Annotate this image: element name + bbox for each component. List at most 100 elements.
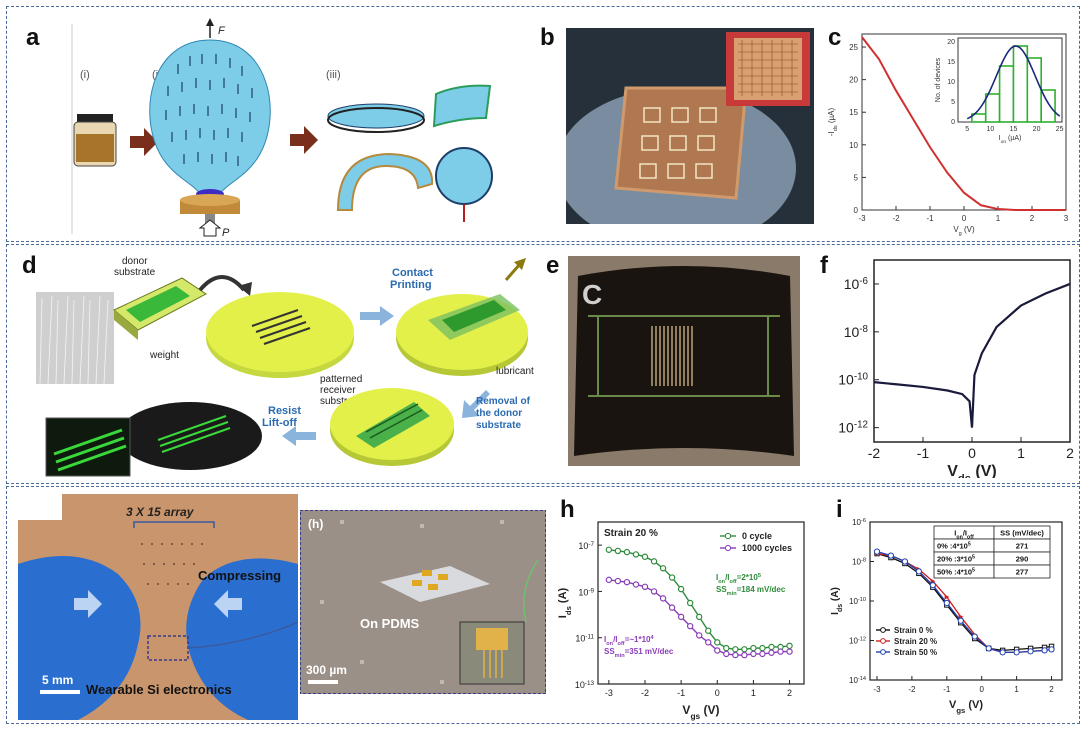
data-point bbox=[1013, 649, 1020, 656]
y-tick-label: 10-7 bbox=[578, 541, 594, 552]
arrow-left-icon-2 bbox=[214, 590, 242, 618]
inset-y-tick-label: 0 bbox=[951, 119, 955, 126]
balloon-icon bbox=[149, 39, 271, 224]
arrow-right-icon-3 bbox=[360, 306, 394, 326]
arrow-left-icon bbox=[282, 426, 316, 446]
contact-printing-label: Contact Printing bbox=[390, 267, 433, 291]
y-tick-label: 10-6 bbox=[852, 518, 866, 527]
data-point bbox=[985, 645, 992, 652]
x-tick-label: 2 bbox=[1030, 214, 1035, 223]
row-frame-middle bbox=[6, 244, 1080, 484]
y-tick-label: 20 bbox=[849, 76, 858, 85]
x-tick-label: 2 bbox=[787, 688, 792, 698]
x-tick-label: -3 bbox=[858, 214, 866, 223]
y-tick-label: 10-8 bbox=[844, 323, 869, 340]
printing-disc-icon bbox=[396, 294, 528, 376]
data-point bbox=[759, 644, 766, 652]
y-tick-label: 10-10 bbox=[849, 597, 866, 606]
panel-label-c: c bbox=[828, 24, 842, 51]
inset-bar bbox=[1012, 45, 1029, 123]
data-point bbox=[901, 558, 909, 565]
step-label-i: (i) bbox=[80, 69, 90, 81]
panel-d-illustration: donor substrate weight patterned receiver s… bbox=[36, 256, 534, 477]
panel-e-photo: C bbox=[568, 256, 800, 466]
lubricant-label: lubricant bbox=[496, 366, 534, 377]
legend-marker bbox=[880, 638, 886, 644]
legend-marker bbox=[724, 544, 732, 552]
panel-label-h: h bbox=[560, 496, 575, 523]
data-point bbox=[957, 617, 964, 624]
inset-y-tick-label: 15 bbox=[947, 59, 955, 66]
film-circle-icon bbox=[435, 147, 493, 222]
weight-label: weight bbox=[149, 350, 179, 361]
y-tick-label: 10-10 bbox=[838, 371, 868, 388]
panel-label-b: b bbox=[540, 24, 555, 51]
scale-label-h: 300 µm bbox=[306, 663, 347, 677]
data-point bbox=[750, 644, 757, 652]
legend-label: Strain 50 % bbox=[894, 648, 937, 657]
table-header-text: Ion​/Ioff​ bbox=[954, 529, 974, 541]
panel-g-photo: 3 X 15 array Compressing 5 mm Wearable S… bbox=[18, 494, 298, 720]
x-tick-label: 1 bbox=[751, 688, 756, 698]
data-point bbox=[695, 632, 703, 639]
table-cell-text: 0% :4*105​ bbox=[937, 542, 971, 551]
data-point bbox=[786, 642, 793, 650]
y-tick-label: 10-8 bbox=[852, 558, 866, 567]
scale-label-g: 5 mm bbox=[42, 673, 73, 687]
panel-label-f: f bbox=[820, 252, 828, 279]
x-axis-label: Vds (V) bbox=[947, 463, 997, 478]
x-tick-label: 2 bbox=[1066, 445, 1074, 461]
device-chip-icon bbox=[380, 566, 490, 602]
x-tick-label: 0 bbox=[979, 685, 984, 694]
data-point bbox=[686, 599, 694, 607]
data-point bbox=[623, 548, 631, 556]
film-bent-icon bbox=[432, 84, 492, 128]
resist-label: Resist Lift-off bbox=[262, 405, 301, 429]
x-tick-label: -2 bbox=[892, 214, 900, 223]
overlay-letter: C bbox=[582, 279, 602, 310]
x-axis-label: Vg (V) bbox=[953, 225, 975, 236]
panel-h-photo: (h) On PDMS 300 µm bbox=[300, 510, 546, 694]
on-pdms-label: On PDMS bbox=[360, 616, 420, 631]
x-tick-label: 3 bbox=[1064, 214, 1069, 223]
inset-y-tick-label: 10 bbox=[947, 79, 955, 86]
table-header-text: SS (mV/dec) bbox=[1000, 529, 1044, 538]
panel-label-d: d bbox=[22, 252, 37, 279]
donor-label: donor substrate bbox=[114, 256, 156, 278]
chart-h: -3 -2 -1 0 1 2 10-7 10-9 10-11 10-13 0 cycle 1000 c… bbox=[557, 521, 805, 721]
x-axis-label: Vgs (V) bbox=[682, 703, 719, 721]
inset-x-tick-label: 20 bbox=[1033, 126, 1041, 133]
data-point bbox=[614, 577, 622, 585]
data-point bbox=[659, 595, 667, 602]
y-tick-label: 10-6 bbox=[844, 275, 869, 292]
table-cell-text: 277 bbox=[1016, 568, 1029, 577]
data-point bbox=[1041, 647, 1048, 654]
data-point bbox=[768, 643, 775, 651]
legend-label: 1000 cycles bbox=[742, 543, 792, 553]
plot-frame bbox=[597, 521, 805, 685]
force-label: F bbox=[218, 25, 226, 37]
data-point bbox=[971, 633, 978, 640]
y-tick-label: 10-12 bbox=[838, 419, 868, 436]
inset-x-tick-label: 5 bbox=[965, 126, 969, 133]
inset-bar bbox=[1026, 57, 1042, 123]
donor-substrate-icon bbox=[113, 277, 207, 340]
data-point bbox=[605, 576, 613, 584]
data-point bbox=[750, 650, 757, 658]
pressure-label: P bbox=[222, 227, 230, 239]
x-tick-label: -2 bbox=[868, 445, 881, 461]
panel-b-photo bbox=[566, 28, 814, 224]
y-tick-label: 5 bbox=[854, 173, 859, 182]
data-point bbox=[677, 585, 685, 593]
table-cell-text: 271 bbox=[1016, 542, 1029, 551]
data-point bbox=[999, 649, 1006, 656]
x-axis-label: Vgs (V) bbox=[949, 699, 983, 715]
arrow-right-icon bbox=[130, 128, 158, 156]
y-tick-label: 0 bbox=[854, 206, 859, 215]
x-tick-label: 1 bbox=[996, 214, 1001, 223]
data-point bbox=[723, 650, 730, 658]
legend-label: Strain 20 % bbox=[894, 637, 937, 646]
data-point bbox=[641, 583, 649, 591]
x-tick-label: -2 bbox=[641, 688, 649, 698]
array-label: 3 X 15 array bbox=[126, 505, 195, 519]
